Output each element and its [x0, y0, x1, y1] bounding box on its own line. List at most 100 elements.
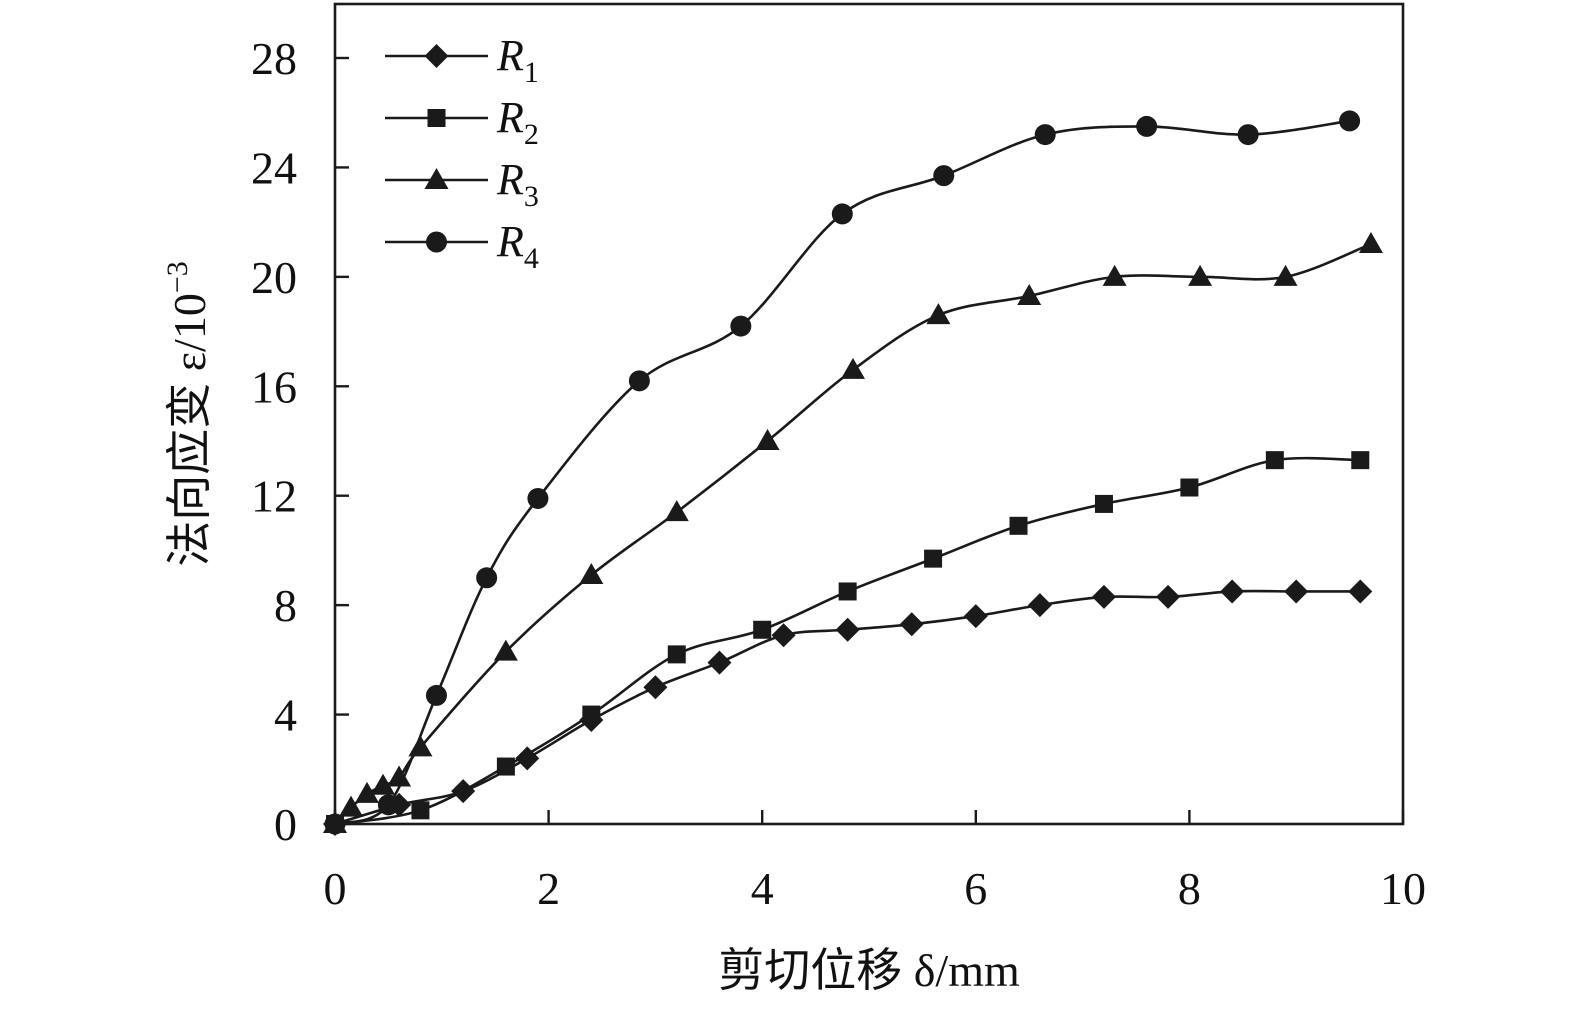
- data-point: [835, 617, 860, 642]
- legend-marker: [426, 231, 447, 253]
- legend-label-main: R: [496, 217, 524, 266]
- legend-label: R3: [496, 155, 539, 213]
- legend-label-subscript: 2: [524, 118, 539, 151]
- legend-label-main: R: [496, 93, 524, 142]
- series-layer: [323, 110, 1383, 836]
- legend-item: R3: [385, 155, 539, 213]
- data-point: [838, 582, 857, 601]
- data-point: [1136, 115, 1158, 137]
- y-tick-label: 28: [251, 33, 297, 84]
- series-line: [334, 242, 1372, 825]
- legend-item: R1: [385, 31, 539, 89]
- data-point: [1265, 451, 1284, 470]
- data-point: [496, 757, 515, 776]
- x-tick-label: 10: [1380, 863, 1426, 914]
- y-axis-title: 法向应变 ε/10−3: [161, 261, 215, 567]
- data-point: [730, 315, 752, 337]
- legend-item: R2: [385, 93, 539, 151]
- data-point: [1188, 264, 1213, 286]
- data-point: [1180, 478, 1199, 497]
- x-tick-label: 2: [537, 863, 560, 914]
- data-point: [1009, 516, 1028, 535]
- data-point: [831, 203, 853, 225]
- legend-item: R4: [385, 217, 539, 275]
- data-point: [1156, 584, 1181, 609]
- y-tick-label: 4: [274, 690, 297, 741]
- data-point: [371, 773, 396, 795]
- legend-marker: [424, 168, 449, 189]
- data-point: [1339, 110, 1361, 132]
- data-point: [933, 165, 955, 187]
- y-tick-label: 12: [251, 471, 297, 522]
- axes: [333, 2, 1405, 826]
- data-point: [1091, 584, 1116, 609]
- data-point: [515, 746, 540, 771]
- plot-frame: [333, 2, 1405, 826]
- y-axis-title-exponent: −3: [161, 261, 194, 293]
- series-1: [323, 579, 1373, 836]
- data-point: [667, 645, 686, 664]
- data-point: [1027, 593, 1052, 618]
- data-point: [1220, 579, 1245, 604]
- data-point: [339, 795, 364, 817]
- data-point: [1351, 451, 1370, 470]
- data-point: [582, 705, 601, 724]
- data-point: [377, 794, 399, 816]
- legend-label-subscript: 4: [524, 242, 539, 275]
- data-point: [1034, 124, 1056, 146]
- data-point: [493, 639, 518, 661]
- data-point: [324, 813, 346, 835]
- data-point: [387, 765, 412, 787]
- data-point: [1273, 264, 1298, 286]
- data-point: [755, 429, 780, 450]
- y-tick-label: 16: [251, 361, 297, 412]
- y-tick-label: 8: [274, 580, 297, 631]
- data-point: [1284, 579, 1309, 604]
- x-tick-label: 8: [1178, 863, 1201, 914]
- data-point: [771, 623, 796, 648]
- data-point: [425, 684, 447, 706]
- data-point: [1017, 284, 1042, 306]
- legend-label: R4: [496, 217, 539, 275]
- legend-label: R1: [496, 31, 539, 89]
- y-axis: 0 4 8 12 16 20 24 28: [251, 33, 349, 850]
- legend-label-subscript: 1: [524, 56, 539, 89]
- data-point: [1358, 232, 1383, 254]
- legend-label-main: R: [496, 31, 524, 80]
- x-tick-label: 0: [324, 863, 347, 914]
- x-tick-label: 4: [751, 863, 774, 914]
- data-point: [924, 549, 943, 568]
- legend-label-main: R: [496, 155, 524, 204]
- x-axis-title: 剪切位移 δ/mm: [718, 945, 1020, 996]
- data-point: [476, 567, 498, 589]
- data-point: [355, 781, 380, 803]
- data-point: [664, 500, 689, 522]
- data-point: [1237, 124, 1259, 146]
- data-point: [963, 604, 988, 629]
- data-point: [1348, 579, 1373, 604]
- data-point: [926, 303, 951, 325]
- data-point: [411, 801, 430, 820]
- legend-marker: [424, 44, 449, 68]
- legend-label: R2: [496, 93, 539, 151]
- y-tick-label: 20: [251, 252, 297, 303]
- data-point: [527, 487, 549, 509]
- legend-marker: [427, 109, 446, 127]
- data-point: [899, 612, 924, 637]
- data-point: [628, 370, 650, 392]
- data-point: [840, 357, 865, 379]
- y-axis-title-main: 法向应变 ε/10: [164, 293, 215, 567]
- legend-label-subscript: 3: [524, 180, 539, 213]
- data-point: [753, 620, 772, 639]
- data-point: [643, 675, 668, 700]
- data-point: [1094, 494, 1113, 513]
- x-axis: 0 2 4 6 8 10: [324, 810, 1426, 914]
- data-point: [707, 650, 732, 675]
- series-line: [334, 119, 1350, 826]
- y-tick-label: 0: [274, 799, 297, 850]
- series-3: [323, 232, 1383, 833]
- x-tick-label: 6: [964, 863, 987, 914]
- series-2: [326, 451, 1370, 833]
